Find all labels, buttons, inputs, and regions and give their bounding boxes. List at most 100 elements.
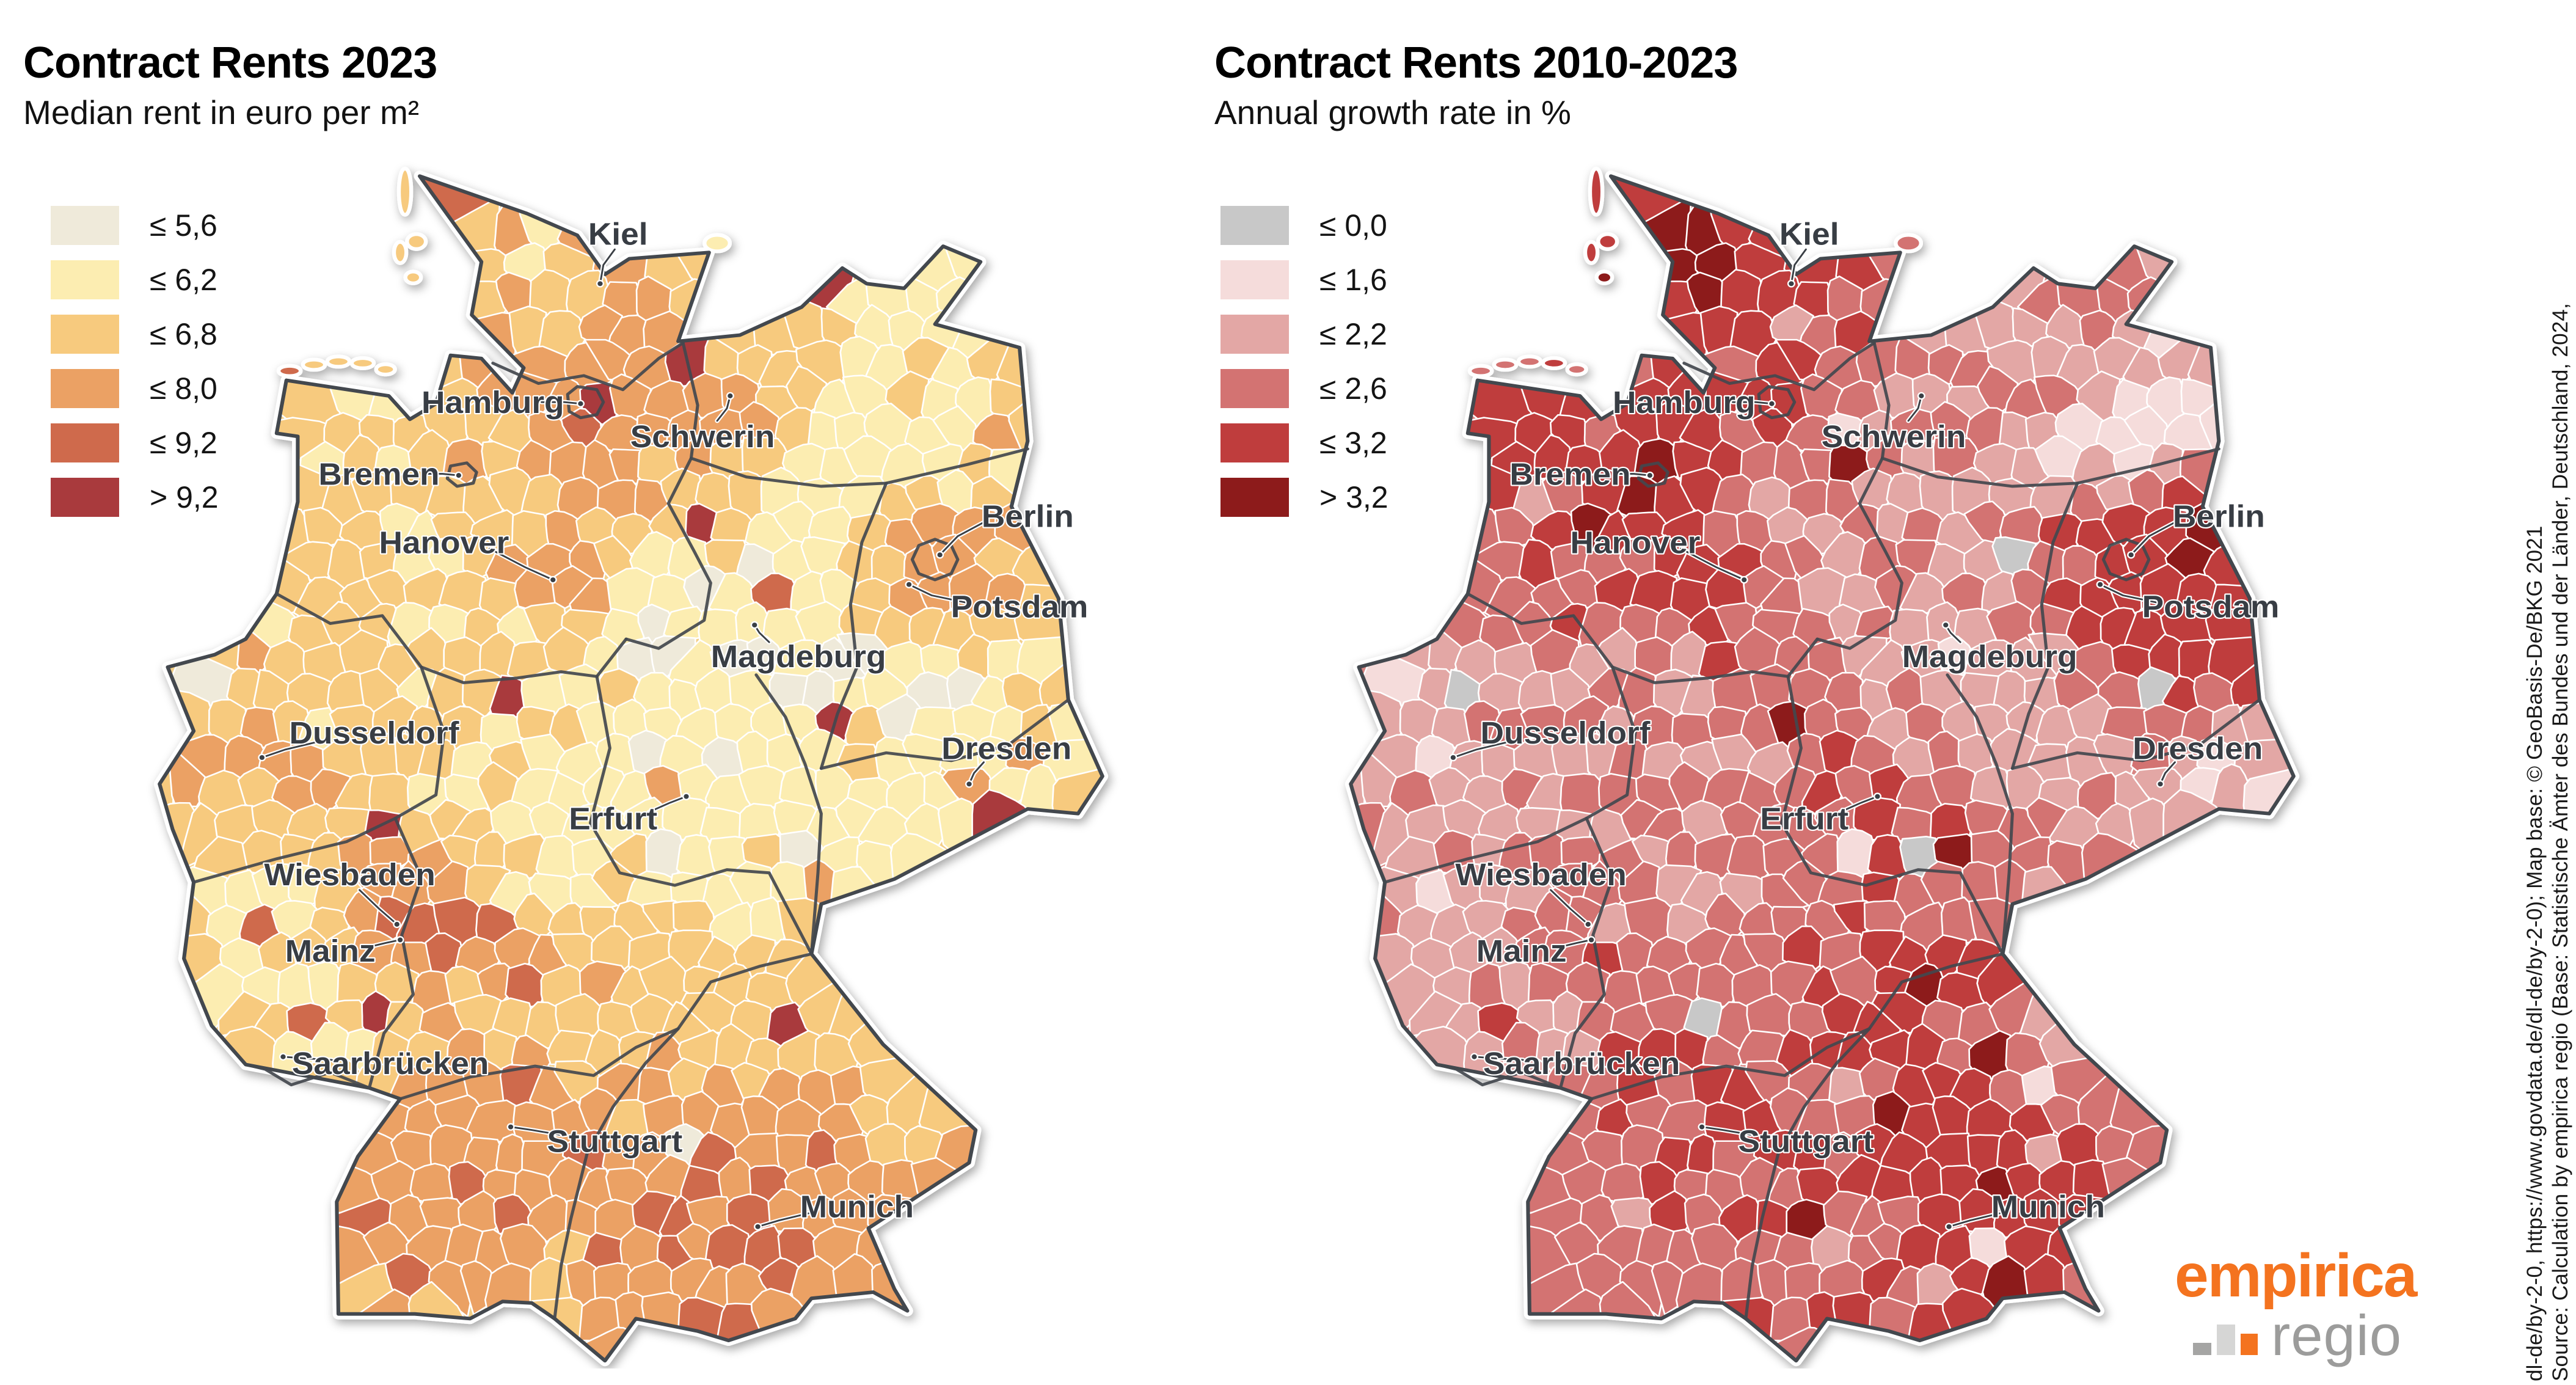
right-map-legend: ≤ 0,0 ≤ 1,6 ≤ 2,2 ≤ 2,6 ≤ 3,2 > 3,2 xyxy=(1220,206,1538,532)
city-marker xyxy=(1646,471,1654,480)
legend-color-swatch xyxy=(1220,260,1289,299)
legend-class-label: ≤ 2,2 xyxy=(1319,317,1387,351)
leader-line xyxy=(1732,401,1773,405)
city-label-bremen: Bremen xyxy=(318,457,439,492)
city-marker xyxy=(2156,780,2165,788)
district-mosaic xyxy=(159,176,1103,1361)
state-borders xyxy=(1383,341,2261,1320)
district xyxy=(1891,806,1935,842)
logo-bar-chart-icon xyxy=(2240,1334,2258,1355)
logo-subword: regio xyxy=(2271,1303,2402,1367)
legend-class-label: ≤ 5,6 xyxy=(150,208,217,243)
leader-line xyxy=(1839,795,1878,813)
leader-line xyxy=(2159,761,2176,785)
legend-class-label: ≤ 1,6 xyxy=(1319,263,1387,297)
city-marker xyxy=(1584,920,1593,929)
city-label-schwerin: Schwerin xyxy=(1822,420,1966,455)
city-label-munich: Munich xyxy=(800,1190,914,1225)
city-marker xyxy=(754,1222,762,1231)
city-label-stuttgart: Stuttgart xyxy=(547,1124,683,1159)
city-marker xyxy=(965,780,974,788)
city-label-dusseldorf: Dusseldorf xyxy=(290,716,460,751)
leader-line xyxy=(716,395,731,422)
city-marker xyxy=(1917,392,1925,400)
legend-row: ≤ 0,0 xyxy=(1220,206,1538,245)
city-marker xyxy=(279,1053,287,1061)
leader-line xyxy=(261,740,318,759)
city-marker xyxy=(576,400,585,408)
legend-color-swatch xyxy=(51,423,119,462)
city-marker xyxy=(2127,550,2136,559)
empirica-regio-logo: empirica regio xyxy=(2175,1241,2417,1364)
district xyxy=(503,833,547,880)
logo-bar-chart-icon xyxy=(2216,1325,2235,1355)
legend-class-label: ≤ 2,6 xyxy=(1319,371,1387,406)
island-district xyxy=(279,366,301,376)
city-label-potsdam: Potsdam xyxy=(2142,590,2280,624)
state-borders xyxy=(192,341,1070,1320)
city-marker xyxy=(549,576,557,584)
legend-class-label: ≤ 6,2 xyxy=(150,263,217,297)
leader-line xyxy=(1948,1211,2004,1228)
city-marker xyxy=(1945,1222,1954,1231)
island-district xyxy=(327,357,349,367)
legend-row: ≤ 2,2 xyxy=(1220,315,1538,354)
leader-line xyxy=(282,1056,333,1061)
district xyxy=(1600,1163,1647,1203)
island-district xyxy=(406,272,421,283)
leader-line xyxy=(908,583,970,604)
leader-line xyxy=(509,1126,561,1136)
city-label-erfurt: Erfurt xyxy=(1760,802,1848,836)
island-district xyxy=(1586,242,1597,263)
legend-color-swatch xyxy=(51,260,119,299)
city-marker xyxy=(905,580,913,588)
island-district xyxy=(705,235,729,251)
city-label-saarbrcken: Saarbrücken xyxy=(1483,1047,1680,1081)
logo-wordmark: empirica xyxy=(2175,1241,2417,1310)
leader-line xyxy=(757,1211,812,1228)
leader-line xyxy=(359,889,398,926)
leader-line xyxy=(1907,395,1922,422)
left-map-subtitle: Median rent in euro per m² xyxy=(23,93,420,131)
island-district xyxy=(1591,169,1602,214)
city-label-stuttgart: Stuttgart xyxy=(1739,1124,1874,1159)
city-annotations: Kiel Hamburg Schwerin Bremen Berlin Hanover Po… xyxy=(258,216,1090,1231)
city-label-dresden: Dresden xyxy=(941,731,1071,766)
legend-row: ≤ 8,0 xyxy=(51,369,368,408)
right-map-subtitle: Annual growth rate in % xyxy=(1214,93,1571,131)
left-map-title: Contract Rents 2023 xyxy=(23,38,437,88)
city-label-wiesbaden: Wiesbaden xyxy=(264,858,435,893)
island-district xyxy=(1543,359,1564,368)
district xyxy=(409,1163,456,1203)
legend-row: ≤ 2,6 xyxy=(1220,369,1538,408)
city-label-kiel: Kiel xyxy=(1779,217,1839,252)
city-label-magdeburg: Magdeburg xyxy=(711,640,886,674)
leader-line xyxy=(2130,519,2180,556)
legend-class-label: ≤ 0,0 xyxy=(1319,208,1387,243)
city-marker xyxy=(936,550,944,559)
district xyxy=(672,900,716,935)
city-marker xyxy=(726,392,734,400)
legend-row: ≤ 5,6 xyxy=(51,206,368,245)
city-marker xyxy=(1740,576,1748,584)
city-marker xyxy=(1449,753,1458,762)
legend-class-label: > 3,2 xyxy=(1319,480,1388,514)
city-marker xyxy=(2096,580,2104,588)
city-annotations: Kiel Hamburg Schwerin Bremen Berlin Hanover Po… xyxy=(1449,216,2281,1231)
city-label-hanover: Hanover xyxy=(379,526,509,561)
country-border xyxy=(158,174,1104,1363)
city-label-berlin: Berlin xyxy=(982,499,1074,534)
leader-line xyxy=(2099,583,2161,604)
city-label-dusseldorf: Dusseldorf xyxy=(1481,716,1651,751)
city-marker xyxy=(1587,936,1596,944)
leader-line xyxy=(939,519,988,556)
city-marker xyxy=(454,471,463,480)
leader-line xyxy=(1615,473,1651,477)
city-label-kiel: Kiel xyxy=(588,217,648,252)
city-marker xyxy=(596,280,604,288)
island-district xyxy=(400,169,411,214)
city-marker xyxy=(1698,1123,1706,1131)
city-label-wiesbaden: Wiesbaden xyxy=(1455,858,1626,893)
logo-subline: regio xyxy=(2175,1307,2402,1364)
